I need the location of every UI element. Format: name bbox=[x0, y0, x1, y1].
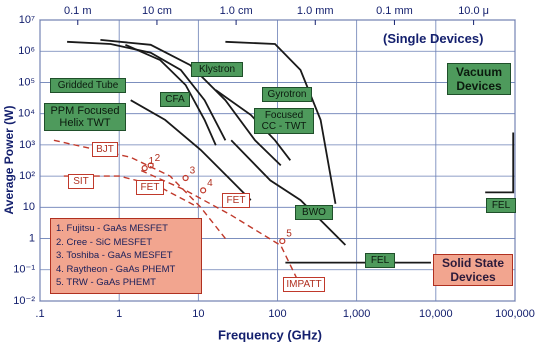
series-label: CFA bbox=[160, 92, 190, 107]
series-label: Focused CC - TWT bbox=[254, 108, 314, 134]
note: (Single Devices) bbox=[383, 31, 484, 46]
top-tick-label: 0.1 m bbox=[64, 5, 92, 17]
series-label: Gyrotron bbox=[262, 87, 312, 102]
top-tick-label: 1.0 mm bbox=[297, 5, 334, 17]
device-entry: 2. Cree - SiC MESFET bbox=[56, 236, 153, 248]
top-tick-label: 10.0 μ bbox=[458, 5, 489, 17]
note: Vacuum Devices bbox=[447, 63, 511, 95]
y-tick-label: 10⁻¹ bbox=[13, 264, 35, 276]
device-entry: 3. Toshiba - GaAs MESFET bbox=[56, 250, 173, 261]
series-line bbox=[485, 132, 515, 194]
y-tick-label: 10⁷ bbox=[19, 14, 35, 26]
x-tick-label: 100,000 bbox=[495, 308, 535, 320]
series-label: FEL bbox=[486, 198, 516, 213]
device-entry: 4. Raytheon - GaAs PHEMT bbox=[56, 263, 176, 275]
y-tick-label: 10⁴ bbox=[18, 108, 35, 120]
series-label: Gridded Tube bbox=[50, 78, 126, 93]
point-label: 3 bbox=[190, 166, 196, 177]
series-label: SIT bbox=[68, 174, 94, 189]
series-line bbox=[100, 39, 282, 167]
y-axis-label: Average Power (W) bbox=[2, 106, 16, 215]
device-entry: 1. Fujitsu - GaAs MESFET bbox=[56, 223, 168, 234]
device-entry: 5. TRW - GaAs PHEMT bbox=[56, 277, 156, 288]
note: Solid State Devices bbox=[433, 254, 513, 286]
top-tick-label: 1.0 cm bbox=[220, 5, 253, 17]
y-tick-label: 10³ bbox=[19, 139, 35, 151]
series-label: IMPATT bbox=[283, 277, 325, 292]
point-label: 1 bbox=[149, 156, 155, 167]
annotation: FET bbox=[136, 180, 164, 195]
point-label: 4 bbox=[207, 178, 213, 189]
y-tick-label: 10 bbox=[23, 201, 35, 213]
series-label: PPM Focused Helix TWT bbox=[44, 103, 126, 131]
point-label: 2 bbox=[155, 153, 161, 164]
series-line bbox=[230, 139, 347, 246]
series-line bbox=[140, 169, 302, 287]
series-line bbox=[225, 40, 337, 204]
annotation: FET bbox=[222, 193, 250, 208]
series-label: BJT bbox=[92, 142, 118, 157]
x-axis-label: Frequency (GHz) bbox=[218, 327, 322, 342]
series-line bbox=[125, 43, 217, 146]
x-tick-label: 10,000 bbox=[419, 308, 453, 320]
y-tick-label: 10² bbox=[19, 170, 35, 182]
x-tick-label: 1,000 bbox=[343, 308, 371, 320]
x-tick-label: 10 bbox=[192, 308, 204, 320]
series-label: BWO bbox=[295, 205, 333, 220]
y-tick-label: 10⁵ bbox=[18, 76, 35, 88]
series-label: Klystron bbox=[191, 62, 243, 77]
device-legend: 1. Fujitsu - GaAs MESFET 2. Cree - SiC ME… bbox=[50, 218, 202, 294]
y-tick-label: 10⁶ bbox=[18, 45, 35, 57]
device-point bbox=[141, 165, 148, 172]
series-line bbox=[130, 99, 252, 201]
series-line bbox=[67, 40, 227, 141]
device-point bbox=[200, 187, 207, 194]
top-tick-label: 0.1 mm bbox=[376, 5, 413, 17]
x-tick-label: 100 bbox=[268, 308, 286, 320]
x-tick-label: .1 bbox=[35, 308, 44, 320]
point-label: 5 bbox=[286, 229, 292, 240]
device-point bbox=[182, 174, 189, 182]
top-tick-label: 10 cm bbox=[142, 5, 172, 17]
device-point bbox=[279, 237, 286, 245]
y-tick-label: 1 bbox=[29, 232, 35, 244]
y-tick-label: 10⁻² bbox=[13, 295, 35, 307]
device-point bbox=[147, 162, 154, 169]
series-label: FEL bbox=[365, 253, 395, 268]
x-tick-label: 1 bbox=[116, 308, 122, 320]
